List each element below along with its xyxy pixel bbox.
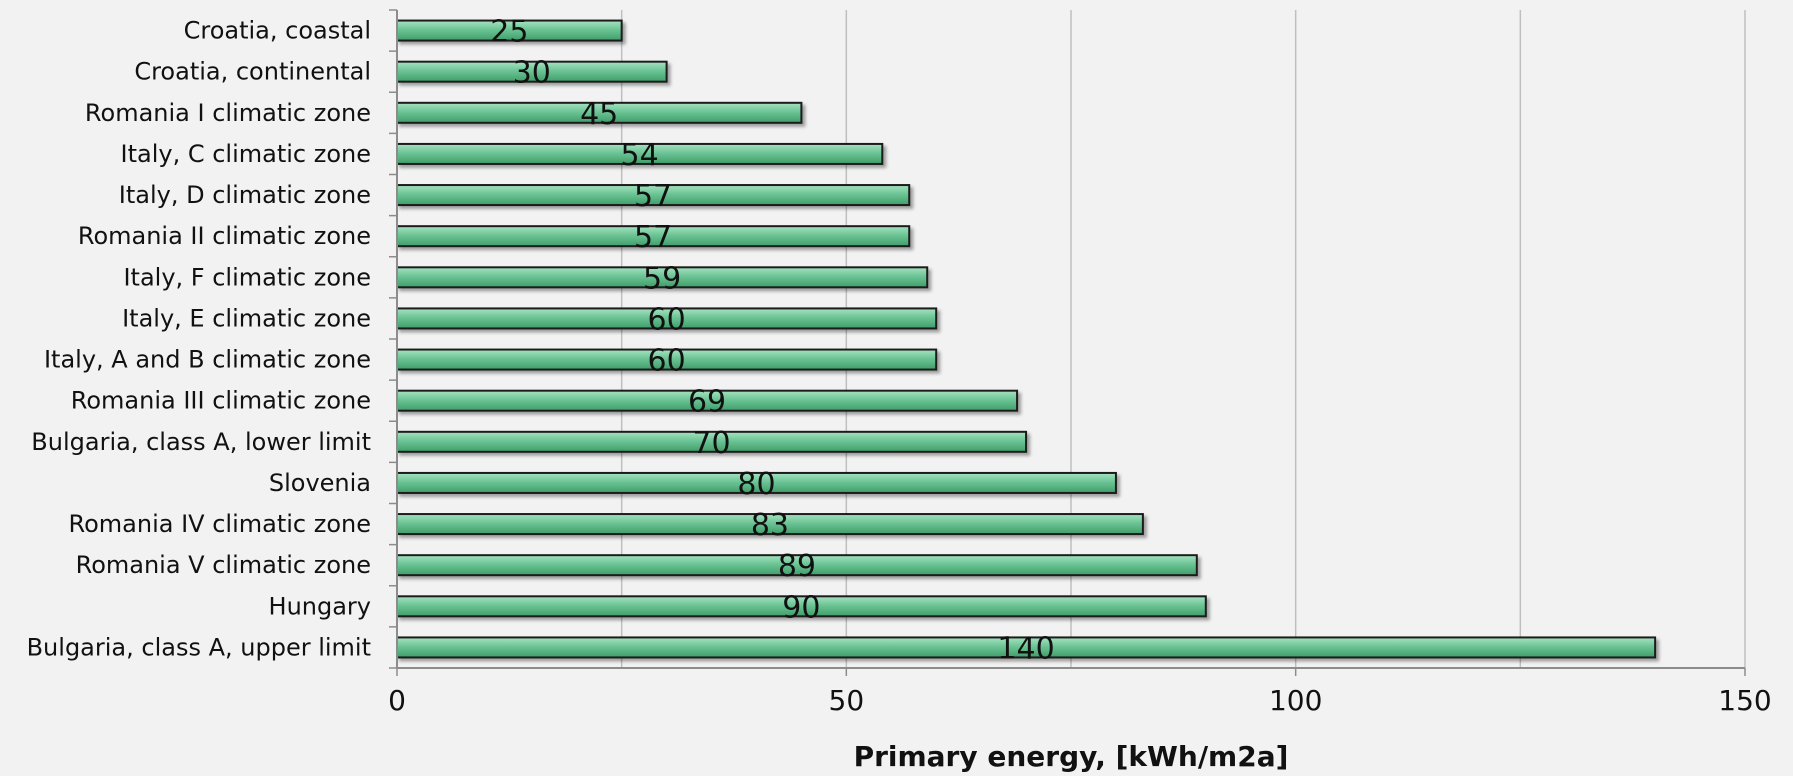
data-label: 69 bbox=[688, 385, 726, 420]
data-label: 54 bbox=[621, 138, 659, 173]
category-label: Italy, D climatic zone bbox=[119, 181, 371, 209]
data-label: 30 bbox=[513, 56, 551, 91]
data-label: 25 bbox=[490, 15, 528, 50]
category-label: Italy, C climatic zone bbox=[121, 140, 372, 168]
category-label: Bulgaria, class A, lower limit bbox=[31, 428, 371, 456]
category-label: Romania IV climatic zone bbox=[69, 510, 371, 538]
data-label: 140 bbox=[997, 631, 1054, 666]
data-label: 83 bbox=[751, 508, 789, 543]
data-label: 57 bbox=[634, 220, 672, 255]
labels: 0 50 100 150 Croatia, coastal Croatia, contin… bbox=[27, 15, 1772, 717]
category-label: Romania II climatic zone bbox=[78, 222, 371, 250]
category-label: Slovenia bbox=[269, 469, 371, 497]
category-label: Italy, A and B climatic zone bbox=[44, 346, 371, 374]
data-label: 60 bbox=[648, 302, 686, 337]
x-tick-label: 150 bbox=[1718, 684, 1771, 717]
category-label: Croatia, continental bbox=[134, 58, 371, 86]
axes bbox=[389, 9, 1746, 676]
category-label: Romania V climatic zone bbox=[76, 551, 371, 579]
data-label: 60 bbox=[648, 344, 686, 379]
category-label: Romania III climatic zone bbox=[71, 387, 371, 415]
data-label: 70 bbox=[692, 426, 730, 461]
category-label: Italy, E climatic zone bbox=[122, 304, 371, 332]
data-label: 59 bbox=[643, 261, 681, 296]
category-label: Bulgaria, class A, upper limit bbox=[27, 633, 371, 661]
x-axis-title: Primary energy, [kWh/m2a] bbox=[854, 740, 1289, 773]
x-tick-label: 50 bbox=[829, 684, 865, 717]
data-label: 89 bbox=[778, 549, 816, 584]
x-tick-label: 0 bbox=[388, 684, 406, 717]
category-label: Italy, F climatic zone bbox=[123, 263, 371, 291]
data-label: 80 bbox=[737, 467, 775, 502]
category-label: Hungary bbox=[269, 592, 371, 620]
data-label: 45 bbox=[580, 97, 618, 132]
category-label: Romania I climatic zone bbox=[85, 99, 371, 127]
data-label: 57 bbox=[634, 179, 672, 214]
x-tick-label: 100 bbox=[1269, 684, 1322, 717]
data-label: 90 bbox=[782, 590, 820, 625]
category-label: Croatia, coastal bbox=[184, 17, 371, 45]
